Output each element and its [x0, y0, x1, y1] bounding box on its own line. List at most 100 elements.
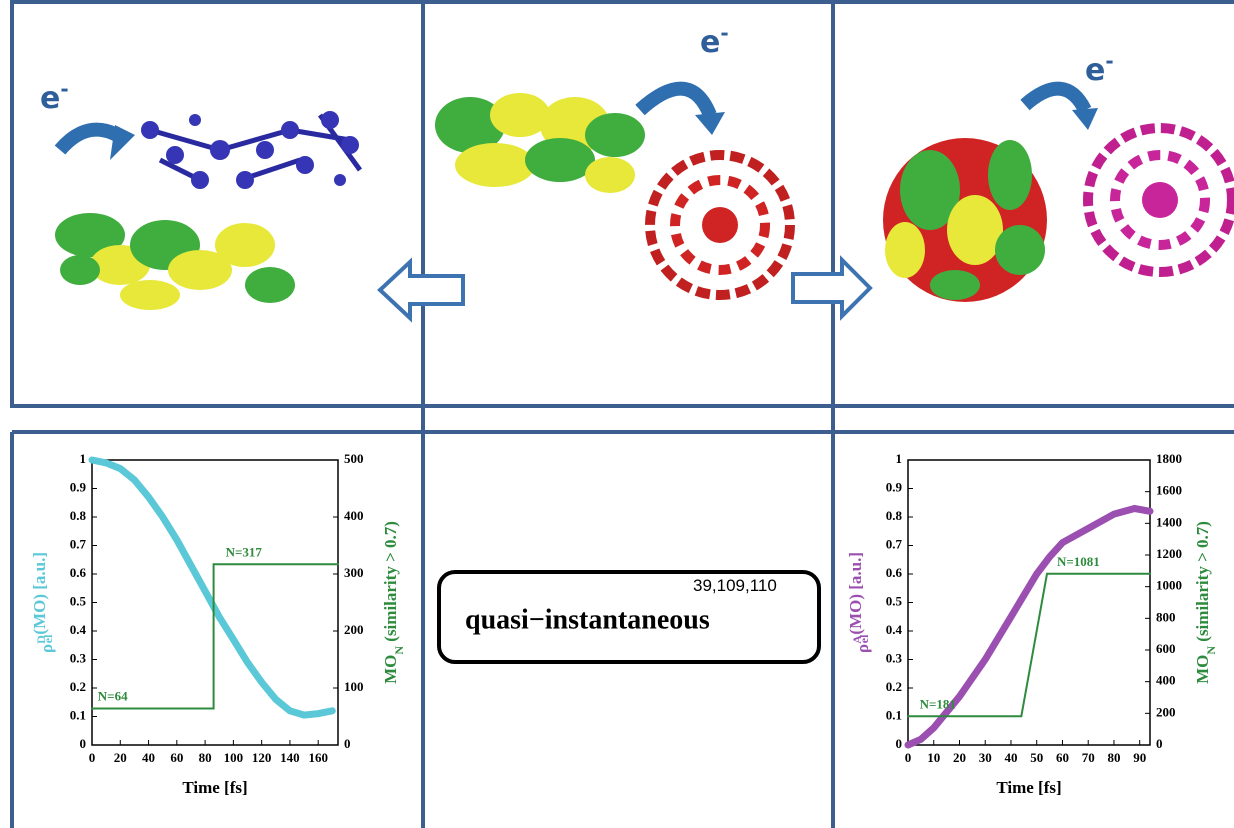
plot-frame — [91, 459, 339, 746]
annotation: N=1081 — [1057, 554, 1100, 569]
series-line — [91, 563, 339, 710]
y2-tick-label: 0 — [344, 736, 351, 751]
y-tick-label: 0.2 — [886, 679, 902, 694]
x-axis-title: Time [fs] — [996, 778, 1061, 797]
electron-symbol: e — [700, 25, 720, 60]
x-tick-label: 120 — [252, 750, 272, 765]
y-tick-label: 1 — [896, 451, 903, 466]
label-sup: A — [850, 635, 864, 644]
y-tick-label: 0.6 — [70, 565, 87, 580]
x-axis-title: Time [fs] — [182, 778, 247, 797]
label-rest: (similarity > 0.7) — [1193, 521, 1212, 646]
label-rest: (similarity > 0.7) — [381, 521, 400, 646]
electron-symbol: e — [40, 81, 60, 116]
electron-label: e- — [1085, 49, 1114, 88]
y2-tick-label: 1600 — [1156, 483, 1182, 498]
y2-tick-label: 1200 — [1156, 546, 1182, 561]
arrow-heads — [110, 108, 1098, 160]
y-tick-label: 0.1 — [886, 707, 902, 722]
y2-tick-label: 200 — [344, 622, 364, 637]
electron-charge: - — [720, 21, 728, 45]
y2-axis-title: MON (similarity > 0.7) — [381, 521, 406, 684]
x-tick-label: 10 — [927, 750, 940, 765]
text-box — [437, 570, 821, 664]
label-base: MO — [381, 655, 400, 684]
y-tick-label: 0.9 — [886, 479, 903, 494]
plot-frame — [907, 459, 1151, 746]
x-tick-label: 70 — [1082, 750, 1095, 765]
y-tick-label: 0.9 — [70, 479, 87, 494]
y2-tick-label: 400 — [1156, 673, 1176, 688]
y-axis-title: ρAel(MO) [a.u.] — [846, 552, 872, 653]
label-sub: N — [1204, 646, 1218, 655]
label-rest: (MO) [a.u.] — [30, 552, 49, 635]
complex-molecule — [435, 93, 795, 300]
y-axis-title: ρDel(MO) [a.u.] — [30, 552, 56, 653]
electron-labels: e-e-e- — [40, 21, 1114, 116]
box-refs: 39,109,110 — [693, 576, 777, 595]
y-tick-label: 0.5 — [886, 593, 903, 608]
series-line — [88, 456, 336, 719]
electron-symbol: e — [1085, 53, 1105, 88]
y2-tick-label: 1400 — [1156, 514, 1182, 529]
acceptor-molecule — [883, 123, 1234, 302]
x-tick-label: 0 — [89, 750, 96, 765]
y2-tick-label: 400 — [344, 508, 364, 523]
label-sup: D — [34, 635, 48, 644]
series-line — [907, 572, 1151, 718]
annotation: N=64 — [98, 689, 128, 704]
y2-tick-label: 500 — [344, 451, 364, 466]
y-tick-label: 0.3 — [886, 650, 903, 665]
x-tick-label: 50 — [1030, 750, 1043, 765]
y-tick-label: 0.6 — [886, 565, 903, 580]
y-tick-label: 0.8 — [886, 508, 903, 523]
y-tick-label: 0.1 — [70, 707, 86, 722]
y2-tick-label: 100 — [344, 679, 364, 694]
x-tick-label: 20 — [114, 750, 127, 765]
block-arrows — [377, 255, 873, 323]
series-line — [904, 504, 1154, 749]
y-tick-label: 0.8 — [70, 508, 87, 523]
box-text: quasi−instantaneous — [465, 604, 710, 635]
label-sub: el — [41, 634, 55, 643]
y-tick-label: 0 — [896, 736, 903, 751]
label-sub: el — [857, 634, 871, 643]
x-tick-label: 140 — [280, 750, 300, 765]
label-base: ρ — [37, 644, 56, 653]
y-tick-label: 0.2 — [70, 679, 86, 694]
y2-axis-title: MON (similarity > 0.7) — [1193, 521, 1218, 684]
electron-label: e- — [40, 77, 69, 116]
label-sub: N — [392, 646, 406, 655]
y-tick-label: 0.7 — [70, 536, 87, 551]
y2-tick-label: 1000 — [1156, 578, 1182, 593]
y-tick-label: 0.7 — [886, 536, 903, 551]
label-base: MO — [1193, 655, 1212, 684]
y-tick-label: 0 — [80, 736, 87, 751]
y2-tick-label: 800 — [1156, 609, 1176, 624]
label-base: ρ — [853, 644, 872, 653]
y2-tick-label: 600 — [1156, 641, 1176, 656]
electron-charge: - — [60, 77, 68, 101]
x-tick-label: 90 — [1133, 750, 1146, 765]
y2-tick-label: 0 — [1156, 736, 1163, 751]
y-tick-label: 1 — [80, 451, 87, 466]
panel-frames — [10, 0, 1234, 828]
y2-tick-label: 200 — [1156, 704, 1176, 719]
x-tick-label: 100 — [224, 750, 244, 765]
x-tick-label: 80 — [199, 750, 212, 765]
y2-tick-label: 1800 — [1156, 451, 1182, 466]
electron-label: e- — [700, 21, 729, 60]
y-tick-label: 0.5 — [70, 593, 87, 608]
annotation: N=181 — [920, 696, 956, 711]
y2-tick-label: 300 — [344, 565, 364, 580]
y-tick-label: 0.4 — [886, 622, 903, 637]
x-tick-label: 60 — [170, 750, 183, 765]
x-tick-label: 20 — [953, 750, 966, 765]
y-tick-label: 0.3 — [70, 650, 87, 665]
x-tick-label: 40 — [1004, 750, 1017, 765]
x-tick-label: 40 — [142, 750, 155, 765]
x-tick-label: 60 — [1056, 750, 1069, 765]
x-tick-label: 160 — [308, 750, 328, 765]
x-tick-label: 80 — [1107, 750, 1120, 765]
